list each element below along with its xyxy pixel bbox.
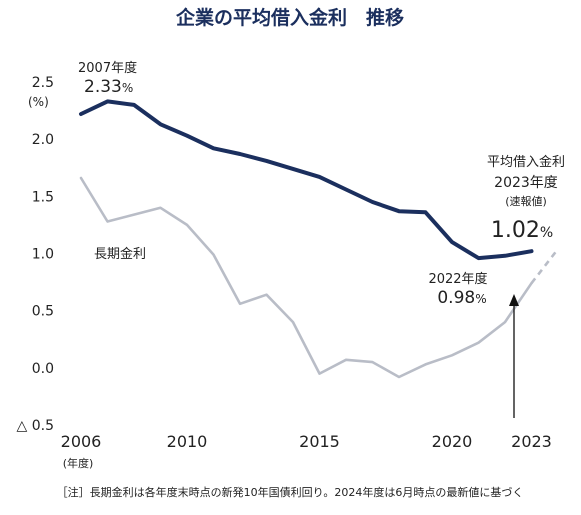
- y-tick-label: 2.5: [32, 75, 54, 91]
- y-tick-label: 2.0: [32, 132, 54, 148]
- x-tick-label: 2020: [432, 432, 473, 451]
- footnote: ［注］長期金利は各年度末時点の新発10年国債利回り。2024年度は6月時点の最新…: [57, 485, 524, 499]
- annotation-arrow-head: [509, 294, 519, 306]
- long-rate-label: 長期金利: [94, 246, 146, 262]
- y-tick-labels: 2.5 2.0 1.5 1.0 0.5 0.0 △ 0.5: [17, 75, 54, 434]
- y-tick-label: 1.0: [32, 247, 54, 263]
- chart-title: 企業の平均借入金利 推移: [175, 6, 404, 29]
- projection-line: [532, 249, 559, 283]
- prelim-label: (速報値): [505, 195, 547, 208]
- x-tick-label: 2010: [167, 432, 208, 451]
- x-tick-labels: 2006 2010 2015 2020 2023: [61, 432, 552, 451]
- x-tick-label: 2006: [61, 432, 102, 451]
- peak-year-label: 2007年度: [78, 60, 137, 76]
- y-tick-label: 0.5: [32, 304, 54, 320]
- y2023-value-label: 1.02%: [491, 218, 553, 243]
- y2022-value-label: 0.98%: [437, 288, 486, 308]
- y-tick-label: △ 0.5: [17, 418, 54, 434]
- avg-rate-label: 平均借入金利: [487, 154, 565, 170]
- series-line-avg-borrowing-rate: [81, 101, 532, 258]
- y2023-year-label: 2023年度: [494, 175, 558, 191]
- y-axis-label: (%): [28, 95, 49, 109]
- x-tick-label: 2015: [299, 432, 340, 451]
- x-axis-label: (年度): [63, 456, 94, 470]
- y-tick-label: 0.0: [32, 361, 54, 377]
- series-layer: [81, 101, 558, 377]
- peak-value-label: 2.33%: [84, 77, 133, 97]
- x-tick-label: 2023: [511, 432, 552, 451]
- y-tick-label: 1.5: [32, 189, 54, 205]
- y2022-year-label: 2022年度: [428, 271, 487, 287]
